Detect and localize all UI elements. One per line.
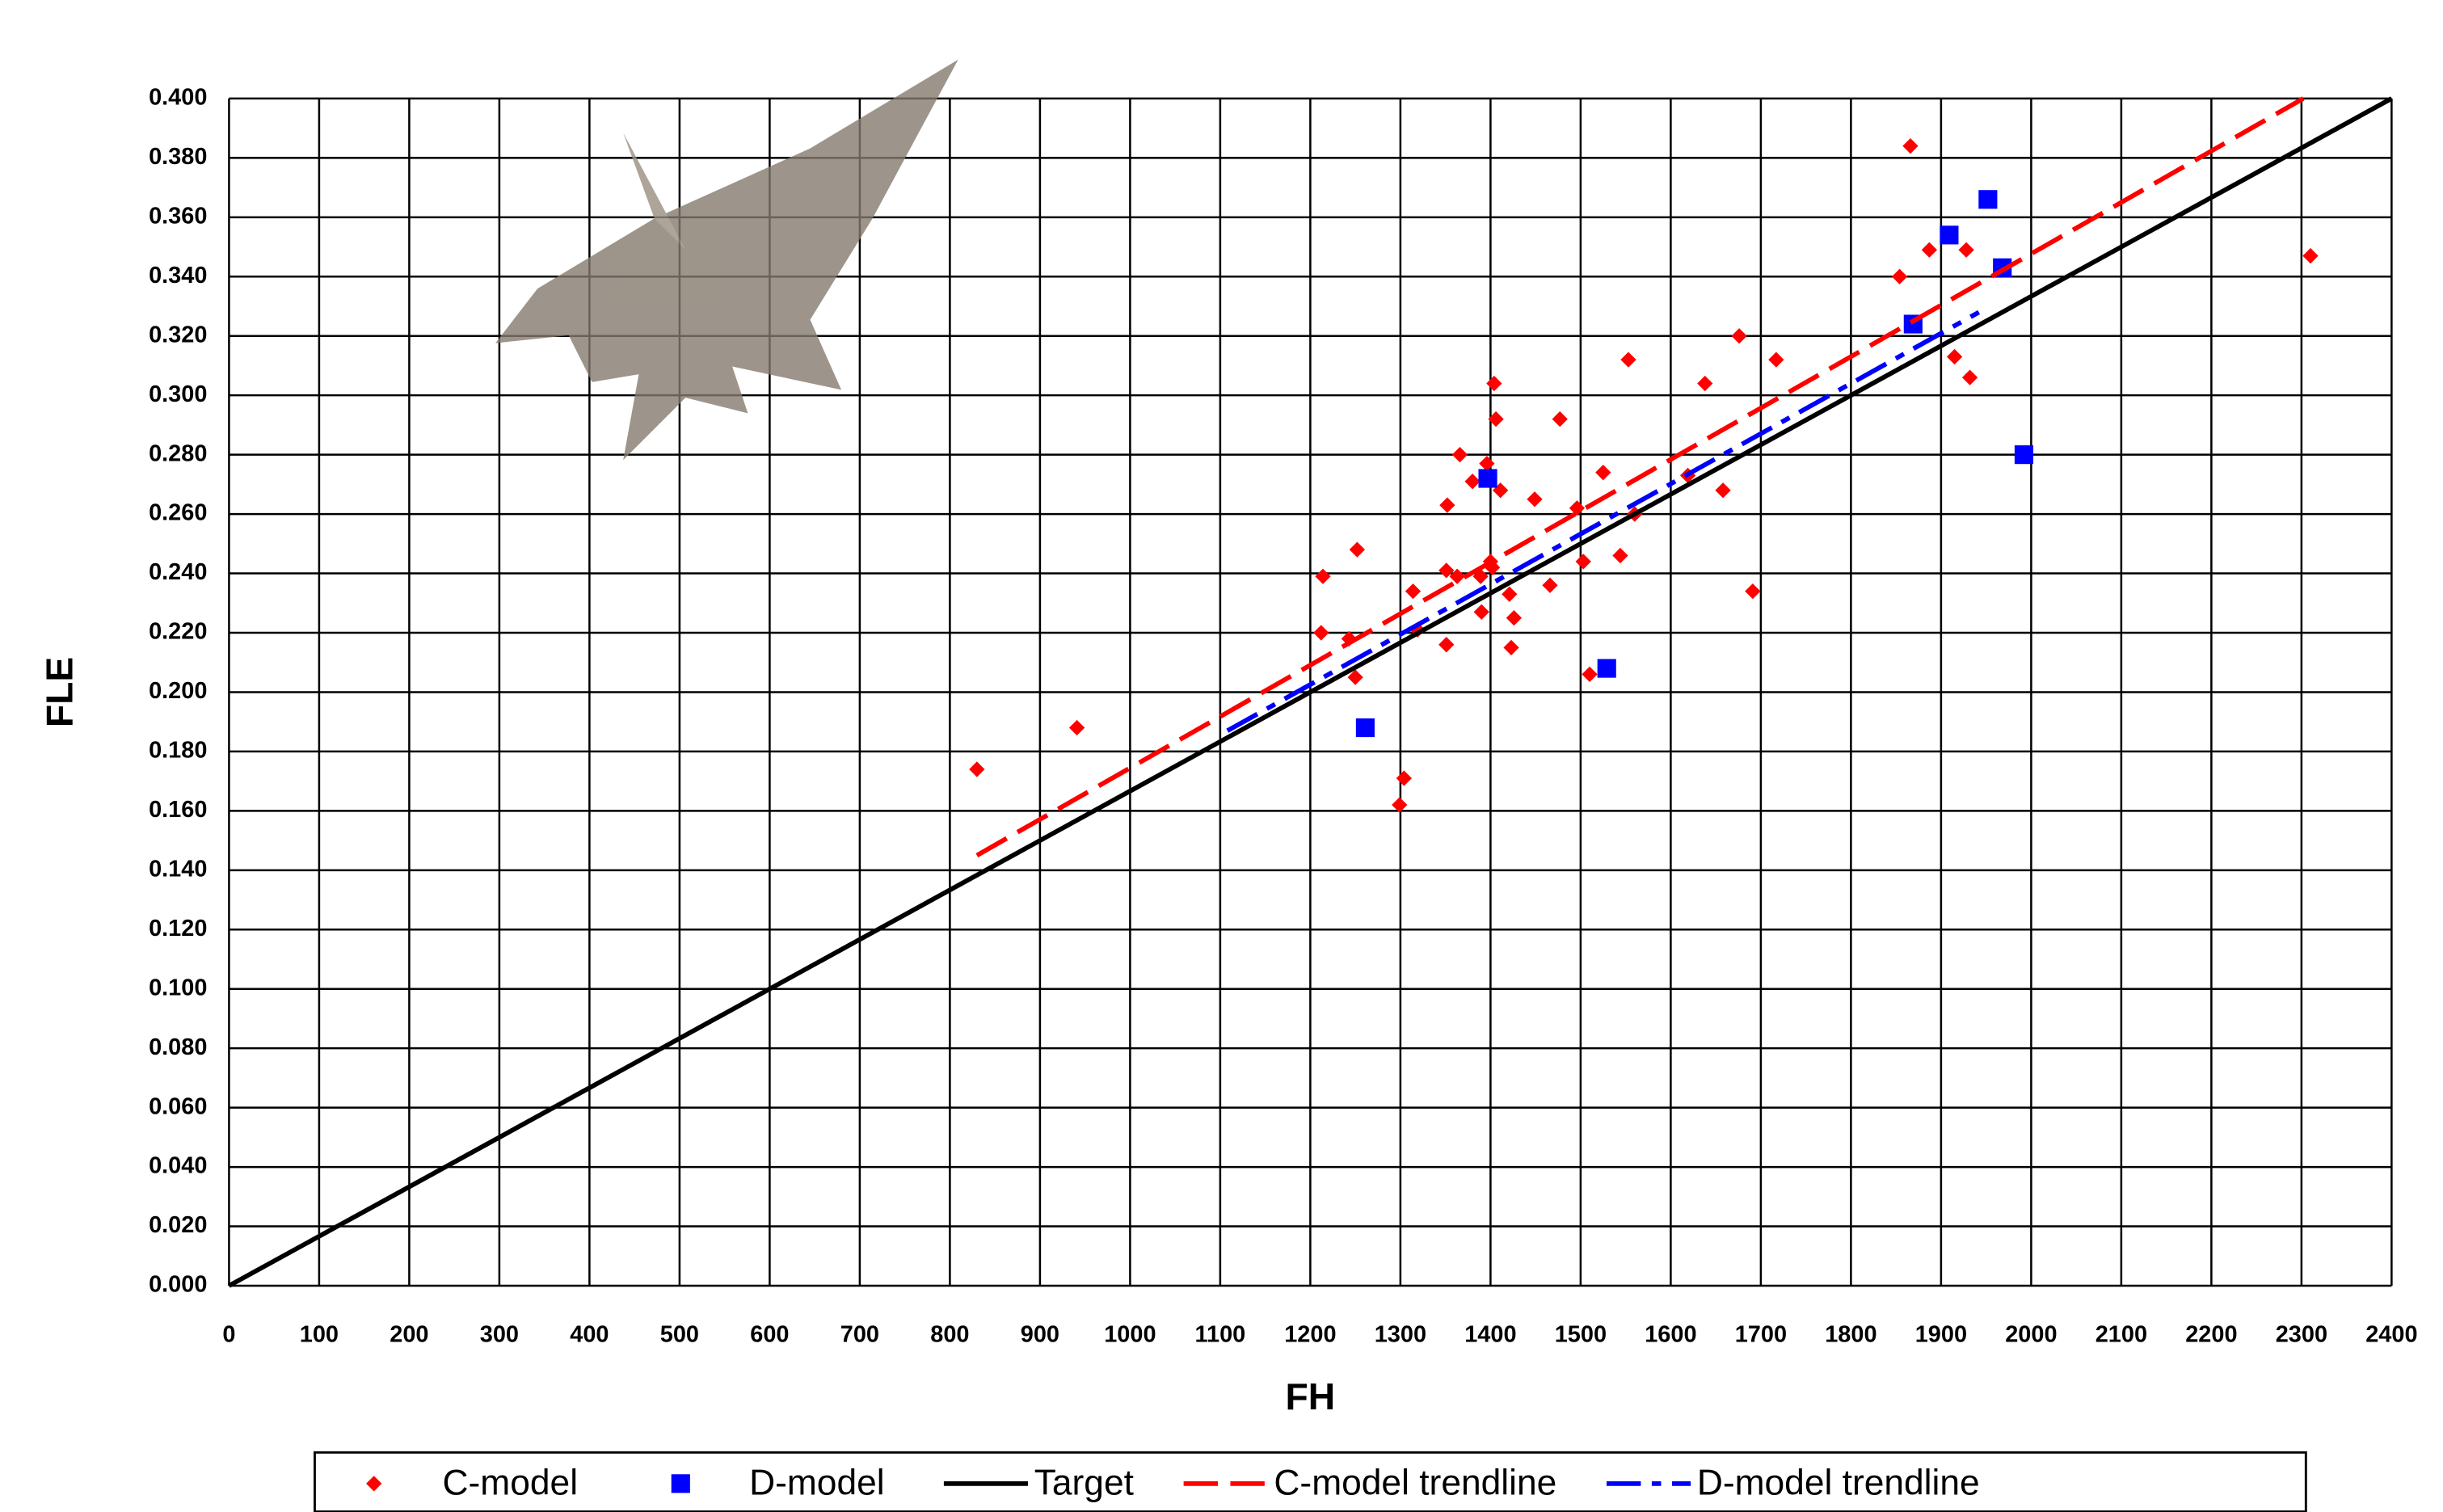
x-tick-label: 1500 (1555, 1321, 1607, 1347)
x-tick-label: 1600 (1645, 1321, 1696, 1347)
x-tick-label: 2200 (2185, 1321, 2237, 1347)
data-point (1921, 242, 1938, 258)
x-tick-label: 1100 (1195, 1321, 1246, 1347)
x-tick-label: 2400 (2365, 1321, 2417, 1347)
y-tick-label: 0.020 (149, 1212, 207, 1238)
x-tick-label: 200 (390, 1321, 428, 1347)
data-point (1597, 659, 1616, 678)
y-tick-label: 0.320 (149, 322, 207, 347)
x-tick-label: 1000 (1104, 1321, 1156, 1347)
y-tick-label: 0.360 (149, 203, 207, 229)
x-tick-label: 700 (840, 1321, 879, 1347)
x-tick-label: 400 (570, 1321, 609, 1347)
x-tick-label: 1800 (1825, 1321, 1876, 1347)
data-point (1355, 718, 1375, 738)
y-tick-label: 0.200 (149, 678, 207, 704)
x-tick-label: 100 (300, 1321, 339, 1347)
y-tick-label: 0.120 (149, 916, 207, 941)
x-tick-label: 500 (660, 1321, 699, 1347)
series-line (228, 96, 2393, 1288)
x-tick-label: 1900 (1915, 1321, 1967, 1347)
legend-label: D-model trendline (1697, 1463, 1980, 1502)
y-tick-label: 0.040 (149, 1153, 207, 1179)
data-point (1961, 369, 1978, 385)
data-point (1940, 225, 1959, 245)
data-point (1768, 352, 1784, 368)
y-tick-label: 0.220 (149, 619, 207, 645)
x-tick-label: 2300 (2276, 1321, 2327, 1347)
data-point (1451, 446, 1468, 463)
legend-label: C-model trendline (1274, 1463, 1556, 1502)
y-tick-label: 0.240 (149, 559, 207, 585)
y-tick-label: 0.340 (149, 263, 207, 289)
data-point (1620, 352, 1636, 368)
data-point (1502, 586, 1518, 602)
x-tick-label: 900 (1021, 1321, 1059, 1347)
data-point (1438, 562, 1455, 579)
y-tick-label: 0.180 (149, 738, 207, 764)
x-tick-label: 800 (930, 1321, 969, 1347)
x-tick-label: 1200 (1284, 1321, 1336, 1347)
y-axis-title: FLE (38, 657, 80, 727)
x-tick-label: 0 (222, 1321, 235, 1347)
legend-label: Target (1034, 1463, 1134, 1502)
y-tick-label: 0.400 (149, 85, 207, 111)
legend: C-model D-model Target C-model trendline D-m… (366, 1463, 1980, 1502)
data-point (1068, 719, 1085, 736)
data-point (1486, 375, 1502, 392)
series-line (1226, 310, 1981, 733)
y-tick-label: 0.260 (149, 500, 207, 526)
data-point (1978, 190, 1998, 209)
y-tick-label: 0.280 (149, 440, 207, 466)
y-tick-label: 0.140 (149, 856, 207, 882)
data-point (1612, 547, 1628, 564)
data-point (1902, 138, 1919, 154)
data-point (1439, 497, 1455, 513)
y-tick-label: 0.300 (149, 381, 207, 407)
y-tick-label: 0.160 (149, 797, 207, 823)
y-tick-label: 0.060 (149, 1093, 207, 1119)
x-tick-label: 1400 (1464, 1321, 1516, 1347)
series-line (975, 96, 2305, 857)
x-tick-label: 1300 (1375, 1321, 1426, 1347)
legend-swatch (671, 1474, 690, 1493)
x-tick-label: 2000 (2005, 1321, 2057, 1347)
x-tick-label: 1700 (1735, 1321, 1787, 1347)
data-point (1582, 666, 1598, 683)
y-tick-label: 0.080 (149, 1034, 207, 1060)
data-point (1313, 625, 1329, 641)
data-point (1958, 242, 1974, 258)
data-point (1527, 491, 1543, 508)
data-point (1488, 411, 1504, 427)
y-tick-label: 0.000 (149, 1272, 207, 1298)
y-tick-label: 0.380 (149, 144, 207, 170)
legend-label: C-model (443, 1463, 579, 1502)
data-point (1438, 637, 1455, 653)
data-point (1349, 541, 1366, 558)
legend-label: D-model (749, 1463, 885, 1502)
data-point (1464, 474, 1481, 490)
data-point (1478, 469, 1497, 488)
data-point (2014, 445, 2034, 465)
x-tick-label: 300 (480, 1321, 519, 1347)
data-point (1552, 411, 1568, 427)
legend-box (313, 1451, 2307, 1512)
x-tick-label: 600 (750, 1321, 789, 1347)
y-tick-label: 0.100 (149, 975, 207, 1000)
data-point (1542, 577, 1558, 593)
legend-swatch (366, 1476, 382, 1492)
x-tick-label: 2100 (2096, 1321, 2147, 1347)
data-point (1715, 482, 1731, 499)
data-point (1506, 609, 1523, 626)
data-point (2302, 247, 2319, 264)
x-axis-title: FH (1286, 1375, 1336, 1417)
